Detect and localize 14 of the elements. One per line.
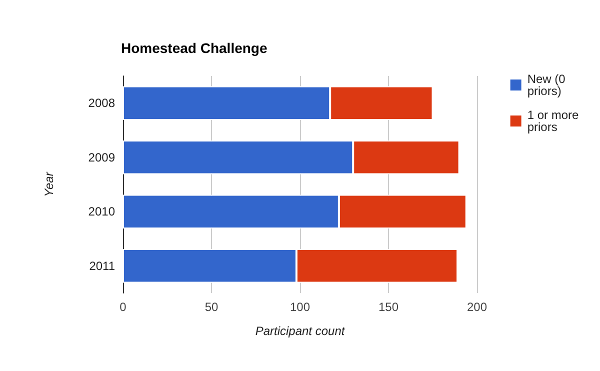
x-tick-label: 100 xyxy=(290,300,310,314)
y-tick-label: 2008 xyxy=(88,96,116,110)
x-tick-label: 0 xyxy=(120,300,127,314)
y-axis-title: Year xyxy=(42,171,56,197)
legend-label: 1 or more priors xyxy=(527,108,582,134)
x-tick-label: 50 xyxy=(204,300,218,314)
y-tick-label: 2011 xyxy=(89,258,116,273)
chart-title: Homestead Challenge xyxy=(121,40,268,56)
legend-label: New (0 priors) xyxy=(527,72,569,98)
x-axis-title: Participant count xyxy=(255,324,346,338)
x-tick-label: 150 xyxy=(378,300,399,314)
y-tick-label: 2009 xyxy=(88,150,116,164)
x-tick-label: 200 xyxy=(466,300,488,314)
y-tick-label: 2010 xyxy=(88,204,116,219)
